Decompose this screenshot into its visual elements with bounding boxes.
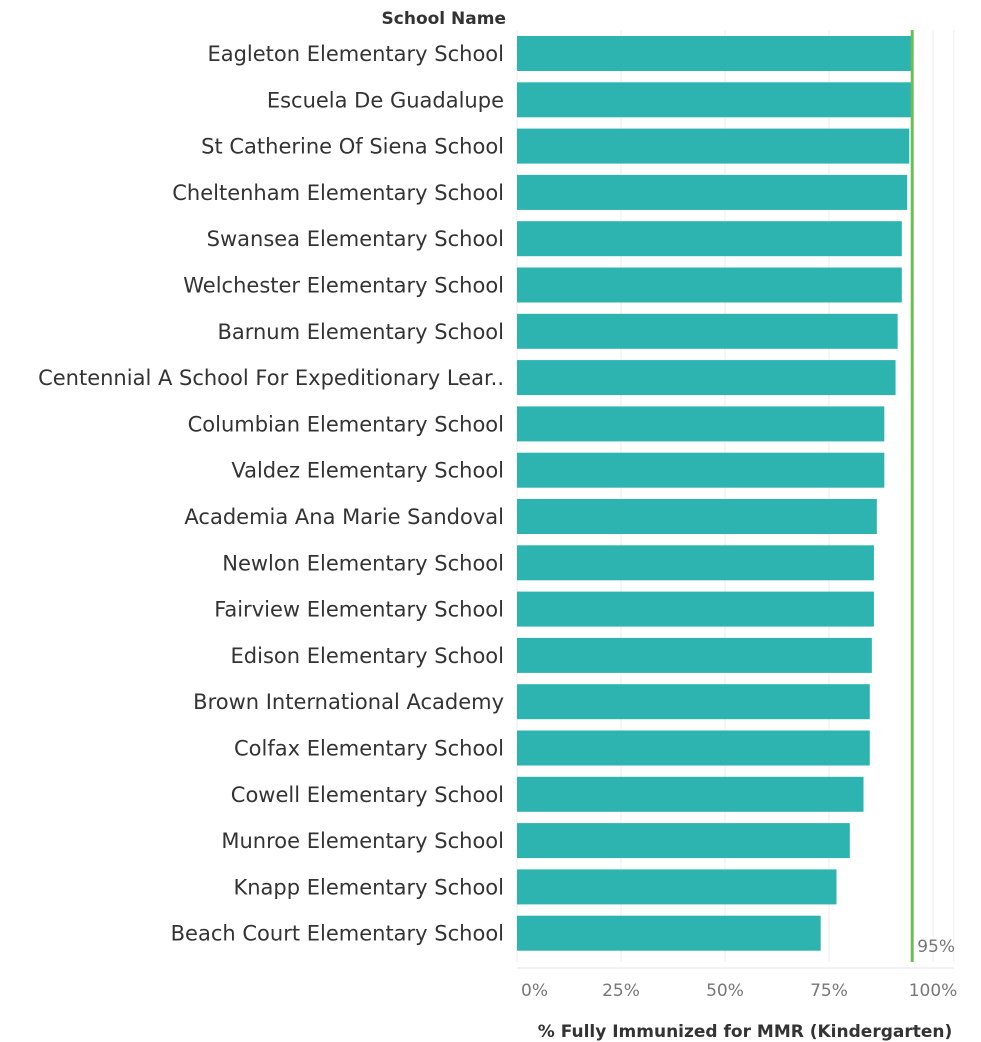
- row-label: Swansea Elementary School: [207, 227, 504, 251]
- bar[interactable]: [517, 268, 902, 303]
- reference-line-group: 95%: [912, 30, 955, 962]
- x-tick-label: 100%: [909, 981, 958, 1001]
- bar[interactable]: [517, 777, 864, 812]
- x-axis-title: % Fully Immunized for MMR (Kindergarten): [538, 1022, 953, 1042]
- bar[interactable]: [517, 406, 884, 441]
- x-tick-label: 25%: [602, 981, 640, 1001]
- row-header-label: School Name: [382, 9, 506, 29]
- row-label: Centennial A School For Expeditionary Le…: [38, 366, 504, 390]
- bar[interactable]: [517, 314, 898, 349]
- row-label: Colfax Elementary School: [234, 737, 504, 761]
- x-tick-label: 0%: [521, 981, 548, 1001]
- row-label: Escuela De Guadalupe: [267, 88, 504, 112]
- bar[interactable]: [517, 360, 896, 395]
- bar[interactable]: [517, 916, 821, 951]
- bar[interactable]: [517, 221, 902, 256]
- bar[interactable]: [517, 731, 870, 766]
- row-label: Academia Ana Marie Sandoval: [184, 505, 504, 529]
- row-label: Knapp Elementary School: [233, 875, 504, 899]
- bar[interactable]: [517, 869, 836, 904]
- row-label: Welchester Elementary School: [183, 274, 504, 298]
- row-label: Beach Court Elementary School: [171, 922, 504, 946]
- row-label: Edison Elementary School: [231, 644, 504, 668]
- bar[interactable]: [517, 453, 884, 488]
- x-axis-ticks: 0% 25% 50% 75% 100%: [521, 981, 957, 1001]
- row-label: Brown International Academy: [193, 690, 504, 714]
- row-label: Columbian Elementary School: [188, 412, 504, 436]
- row-label: Eagleton Elementary School: [207, 42, 504, 66]
- bar[interactable]: [517, 545, 874, 580]
- x-tick-label: 75%: [810, 981, 848, 1001]
- row-label: Fairview Elementary School: [214, 598, 504, 622]
- row-label: Barnum Elementary School: [217, 320, 504, 344]
- bar[interactable]: [517, 129, 909, 164]
- bar[interactable]: [517, 638, 872, 673]
- row-label: Munroe Elementary School: [221, 829, 504, 853]
- row-label: St Catherine Of Siena School: [201, 135, 504, 159]
- bar-group: [517, 36, 912, 951]
- row-label-group: Eagleton Elementary School Escuela De Gua…: [38, 42, 504, 946]
- x-tick-label: 50%: [706, 981, 744, 1001]
- bar[interactable]: [517, 684, 870, 719]
- row-label: Cowell Elementary School: [231, 783, 504, 807]
- row-label: Newlon Elementary School: [222, 551, 504, 575]
- bar[interactable]: [517, 82, 912, 117]
- bar[interactable]: [517, 36, 912, 71]
- row-label: Cheltenham Elementary School: [172, 181, 504, 205]
- row-label: Valdez Elementary School: [231, 459, 504, 483]
- bar[interactable]: [517, 175, 907, 210]
- bar[interactable]: [517, 592, 874, 627]
- bar[interactable]: [517, 499, 877, 534]
- bar[interactable]: [517, 823, 850, 858]
- reference-line-label: 95%: [917, 937, 955, 957]
